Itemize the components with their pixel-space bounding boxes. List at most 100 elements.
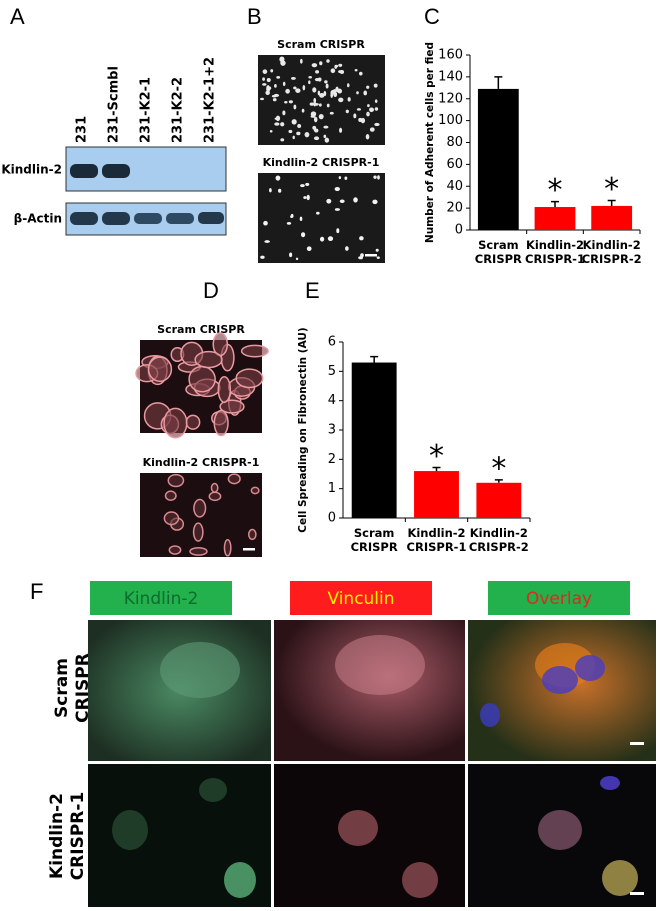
cell [275,115,281,122]
cell [306,194,310,201]
cell [299,216,303,222]
cell [338,70,343,74]
cell [310,115,316,118]
cell [363,90,368,96]
significance-marker: * [429,439,444,474]
scale-bar [630,892,644,895]
cell [347,97,351,102]
cell [338,97,344,103]
y-tick-label: 0 [328,511,336,526]
cell [269,188,272,193]
band [70,212,98,225]
cell [372,199,378,205]
cell [324,80,328,84]
cell [317,90,321,96]
significance-marker: * [604,172,619,207]
cell [329,111,334,115]
cell [335,86,339,93]
y-axis-label: Cell Spreading on Fibronectin (AU) [297,327,309,532]
cell [334,65,338,69]
cell [304,131,310,138]
cell [306,246,312,252]
blot-row-label: β-Actin [14,212,62,226]
label-box: Kindlin-2 CRISPR-2 [469,526,529,554]
scale-bar [630,742,644,745]
label: Scram CRISPR [474,238,522,267]
cell [315,70,320,74]
cell [296,131,301,136]
cell [356,108,361,111]
cell [373,83,378,88]
label-box: Scram CRISPR [474,238,522,267]
y-tick-label: 4 [328,393,336,408]
row-label: Kindlin-2 CRISPR-1 [47,791,89,881]
cell [282,81,286,87]
column-header-box [90,581,232,615]
cell [164,490,177,502]
y-tick-label: 120 [438,91,463,106]
cell [288,129,293,134]
y-tick-label: 80 [446,135,463,150]
y-tick-label: 3 [328,423,336,438]
cell [185,414,201,430]
cell [147,356,173,383]
cell [323,125,329,129]
significance-marker: * [548,173,563,208]
cell [292,135,295,140]
cell [319,236,325,242]
cell [280,138,285,142]
cell [345,109,349,114]
cell [375,248,379,252]
cell [323,134,327,139]
image-caption: Kindlin-2 CRISPR-1 [263,156,380,169]
y-axis-label: Number of Adherent cells per fied [424,42,436,243]
cell [263,220,268,226]
band [166,213,194,224]
significance-marker: * [491,451,506,486]
cell [309,102,315,106]
image-caption: Kindlin-2 CRISPR-1 [143,456,260,469]
bar [414,471,459,518]
cell [366,111,370,117]
cell [308,80,311,85]
y-tick-label: 40 [446,179,463,194]
cell [293,104,297,110]
cell [324,137,330,143]
y-tick-label: 5 [328,364,336,379]
y-tick-label: 140 [438,69,463,84]
cell [280,122,285,127]
cell [274,122,280,126]
cell [297,123,302,129]
cell [282,110,286,116]
cell [374,122,380,127]
column-header-box [488,581,630,615]
cell [262,77,265,81]
cell [163,511,180,526]
band [102,212,130,225]
cell [210,482,219,493]
cell [369,107,374,113]
cell [291,119,297,125]
cell [366,85,370,89]
cell [316,211,320,215]
micrograph [258,173,385,263]
cell [262,69,268,74]
cell [167,473,185,488]
cell [334,208,340,211]
cell [291,76,296,80]
cell [286,221,292,225]
cell [247,528,257,541]
y-tick-label: 60 [446,157,463,172]
cell [376,256,380,259]
error-bar [494,479,503,483]
row-label-box: Kindlin-2 CRISPR-1 [47,791,89,881]
cell [262,83,267,86]
cell [260,97,264,101]
error-bar [494,76,503,89]
cell [344,176,348,180]
cell [189,546,208,556]
cell [360,253,364,258]
label-box: Kindlin-2 CRISPR-2 [582,238,642,266]
cell [194,350,223,369]
